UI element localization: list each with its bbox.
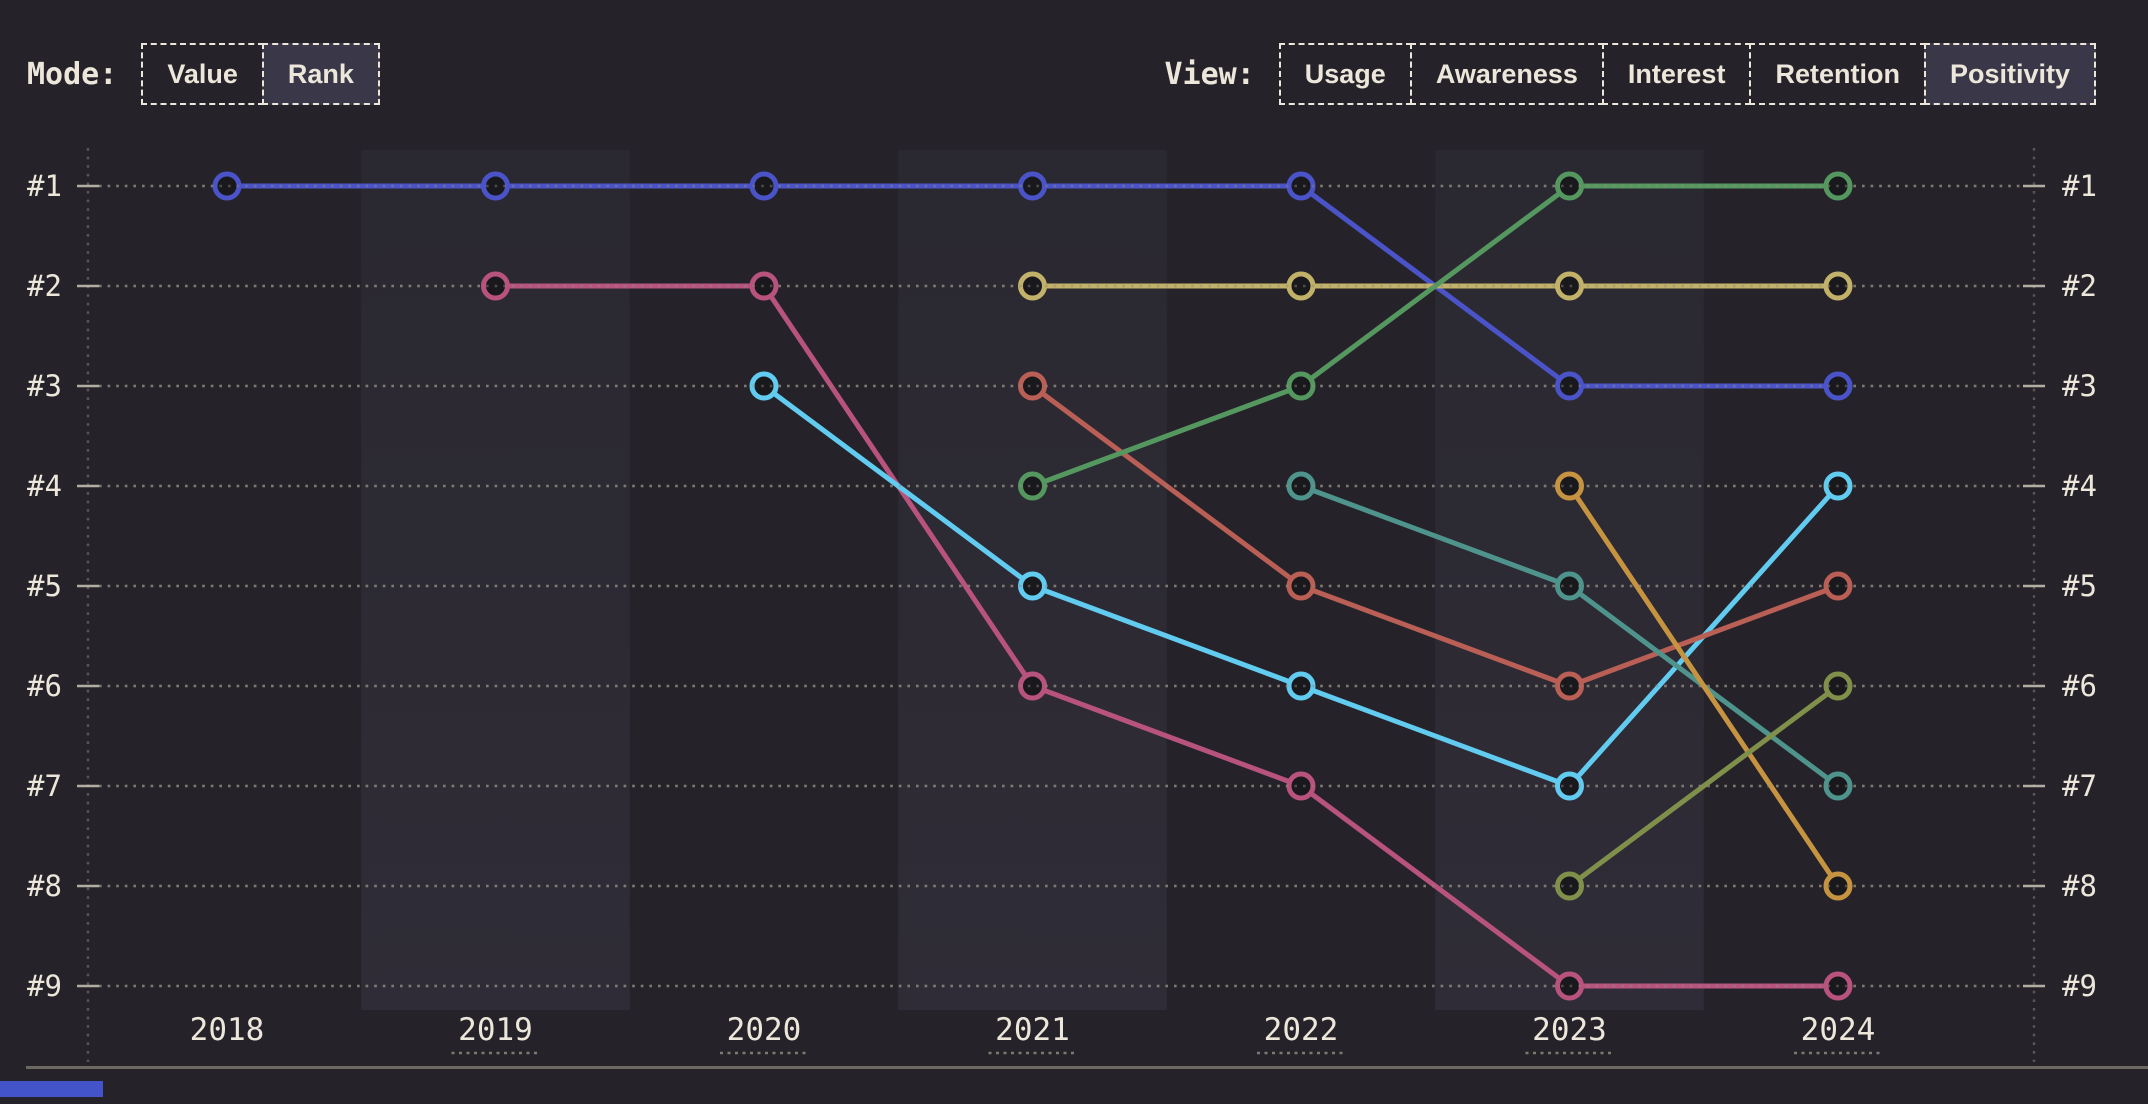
series-rose-point-2020[interactable] bbox=[749, 271, 779, 301]
right-axis-label-#8: #8 bbox=[2062, 869, 2097, 903]
right-axis-label-#3: #3 bbox=[2062, 369, 2097, 403]
series-salmon-line bbox=[1030, 383, 1841, 689]
series-green-point-2023[interactable] bbox=[1555, 171, 1584, 201]
right-axis-label-#9: #9 bbox=[2062, 969, 2097, 1003]
series-indigo-point-2020[interactable] bbox=[749, 171, 779, 201]
series-salmon-point-2024[interactable] bbox=[1823, 571, 1853, 601]
view-option-retention[interactable]: Retention bbox=[1749, 43, 1926, 105]
series-khaki-point-2023[interactable] bbox=[1555, 271, 1584, 301]
series-khaki-point-2022[interactable] bbox=[1286, 271, 1316, 301]
x-label-2019[interactable]: 2019 bbox=[458, 1012, 533, 1048]
left-axis-label-#6: #6 bbox=[27, 669, 62, 703]
series-cyan-point-2024[interactable] bbox=[1823, 471, 1853, 501]
x-label-2023[interactable]: 2023 bbox=[1532, 1012, 1607, 1048]
series-orange-line bbox=[1567, 483, 1841, 889]
x-label-2022[interactable]: 2022 bbox=[1264, 1012, 1339, 1048]
series-indigo-point-2024[interactable] bbox=[1823, 371, 1853, 401]
series-teal-point-2023[interactable] bbox=[1555, 571, 1584, 601]
footer-accent-bar bbox=[0, 1081, 103, 1097]
series-green-line bbox=[1030, 183, 1841, 489]
series-green-point-2022[interactable] bbox=[1286, 371, 1316, 401]
left-axis-label-#4: #4 bbox=[27, 469, 62, 503]
mode-option-value[interactable]: Value bbox=[141, 43, 264, 105]
left-axis-label-#1: #1 bbox=[27, 169, 62, 203]
x-label-2018: 2018 bbox=[190, 1012, 265, 1048]
series-green-point-2024[interactable] bbox=[1823, 171, 1853, 201]
left-axis-label-#7: #7 bbox=[27, 769, 62, 803]
right-axis-label-#6: #6 bbox=[2062, 669, 2097, 703]
left-axis-label-#9: #9 bbox=[27, 969, 62, 1003]
footer-divider bbox=[26, 1066, 2148, 1069]
view-option-awareness[interactable]: Awareness bbox=[1409, 43, 1604, 105]
series-olive-point-2024[interactable] bbox=[1823, 671, 1853, 701]
series-cyan-point-2023[interactable] bbox=[1555, 771, 1584, 801]
mode-label: Mode: bbox=[27, 56, 118, 92]
series-olive-point-2023[interactable] bbox=[1555, 871, 1584, 901]
series-indigo-point-2021[interactable] bbox=[1018, 171, 1047, 201]
series-indigo-point-2018[interactable] bbox=[212, 171, 242, 201]
view-label: View: bbox=[1164, 56, 1255, 92]
series-rose-line bbox=[493, 283, 1841, 989]
left-axis-label-#5: #5 bbox=[27, 569, 62, 603]
series-rose-point-2023[interactable] bbox=[1555, 971, 1584, 1001]
left-axis-label-#2: #2 bbox=[27, 269, 62, 303]
right-axis-label-#7: #7 bbox=[2062, 769, 2097, 803]
series-teal-point-2024[interactable] bbox=[1823, 771, 1853, 801]
x-label-2024[interactable]: 2024 bbox=[1801, 1012, 1876, 1048]
series-indigo-point-2022[interactable] bbox=[1286, 171, 1316, 201]
series-rose-point-2024[interactable] bbox=[1823, 971, 1853, 1001]
series-salmon-point-2023[interactable] bbox=[1555, 671, 1584, 701]
series-orange-point-2023[interactable] bbox=[1555, 471, 1584, 501]
series-cyan-point-2022[interactable] bbox=[1286, 671, 1316, 701]
series-salmon-point-2021[interactable] bbox=[1018, 371, 1047, 401]
mode-toggle-group: Mode: Value Rank bbox=[27, 43, 380, 105]
right-axis-label-#2: #2 bbox=[2062, 269, 2097, 303]
series-cyan-point-2020[interactable] bbox=[749, 371, 779, 401]
left-axis-label-#8: #8 bbox=[27, 869, 62, 903]
series-olive-line bbox=[1567, 683, 1841, 889]
top-control-bar: Mode: Value Rank View: Usage Awareness I… bbox=[0, 0, 2148, 115]
series-teal-point-2022[interactable] bbox=[1286, 471, 1316, 501]
x-label-2020[interactable]: 2020 bbox=[727, 1012, 802, 1048]
series-indigo-point-2019[interactable] bbox=[481, 171, 510, 201]
series-orange-point-2024[interactable] bbox=[1823, 871, 1853, 901]
view-option-positivity[interactable]: Positivity bbox=[1923, 43, 2096, 105]
right-axis-label-#1: #1 bbox=[2062, 169, 2097, 203]
series-cyan-point-2021[interactable] bbox=[1018, 571, 1047, 601]
series-salmon-point-2022[interactable] bbox=[1286, 571, 1316, 601]
left-axis-label-#3: #3 bbox=[27, 369, 62, 403]
view-toggle-group: View: Usage Awareness Interest Retention… bbox=[1164, 43, 2096, 105]
series-rose-point-2021[interactable] bbox=[1018, 671, 1047, 701]
x-label-2021[interactable]: 2021 bbox=[995, 1012, 1070, 1048]
right-axis-label-#5: #5 bbox=[2062, 569, 2097, 603]
series-green-point-2021[interactable] bbox=[1018, 471, 1047, 501]
series-khaki-point-2021[interactable] bbox=[1018, 271, 1047, 301]
series-rose-point-2019[interactable] bbox=[481, 271, 510, 301]
series-khaki-point-2024[interactable] bbox=[1823, 271, 1853, 301]
right-axis-label-#4: #4 bbox=[2062, 469, 2097, 503]
series-rose-point-2022[interactable] bbox=[1286, 771, 1316, 801]
mode-option-rank[interactable]: Rank bbox=[261, 43, 380, 105]
series-indigo-point-2023[interactable] bbox=[1555, 371, 1584, 401]
